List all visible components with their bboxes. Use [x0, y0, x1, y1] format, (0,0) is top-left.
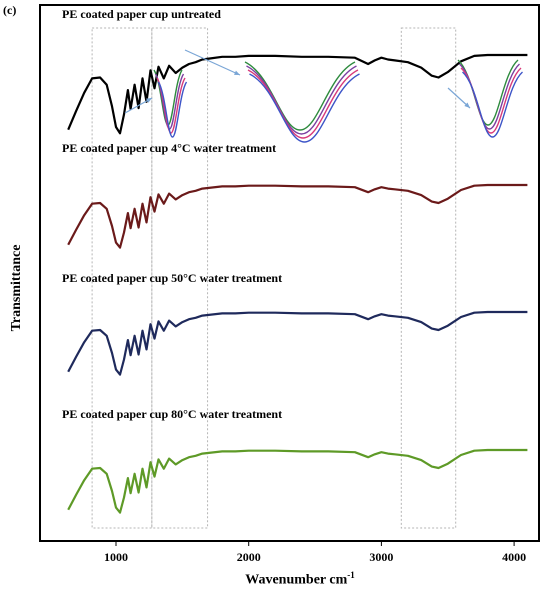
inset-2-line-4 [249, 73, 360, 143]
series-label-2: PE coated paper cup 4°C water treatment [62, 141, 276, 155]
x-tick-label-2000: 2000 [237, 550, 261, 564]
inset-2-line-1 [244, 61, 356, 131]
inset-2-line-3 [247, 69, 359, 139]
x-axis-unit: cm [329, 572, 348, 588]
y-axis-label: Transmittance [9, 244, 24, 332]
x-axis-label: Wavenumber cm-1 [190, 570, 410, 589]
x-tick-label-1000: 1000 [104, 550, 128, 564]
series-line-3 [67, 310, 528, 376]
series-label-1: PE coated paper cup untreated [62, 7, 221, 21]
inset-1-line-2 [154, 73, 185, 130]
inset-2-line-2 [246, 65, 357, 135]
x-axis-label-text: Wavenumber [245, 572, 326, 588]
guide-box-2 [151, 27, 209, 529]
series-line-2 [67, 183, 528, 249]
series-label-3: PE coated paper cup 50°C water treatment [62, 271, 282, 285]
inset-3-line-1 [457, 59, 519, 126]
inset-arrowhead-2 [234, 70, 240, 75]
inset-1-line-4 [157, 81, 188, 138]
inset-arrowhead-3 [464, 102, 470, 108]
series-label-4: PE coated paper cup 80°C water treatment [62, 407, 282, 421]
x-axis-unit-exponent: -1 [347, 570, 355, 580]
series-line-1 [67, 53, 528, 135]
x-tick-label-3000: 3000 [369, 550, 393, 564]
series-line-4 [67, 448, 528, 514]
inset-1-line-3 [156, 77, 186, 134]
inset-3-line-4 [462, 71, 523, 138]
panel-label: (c) [3, 3, 17, 17]
inset-arrow-2 [184, 49, 241, 76]
inset-arrowhead-1 [146, 98, 152, 103]
x-tick-label-4000: 4000 [502, 550, 526, 564]
inset-3-line-2 [459, 63, 520, 130]
guide-box-3 [400, 27, 457, 529]
plot-frame [39, 4, 540, 542]
